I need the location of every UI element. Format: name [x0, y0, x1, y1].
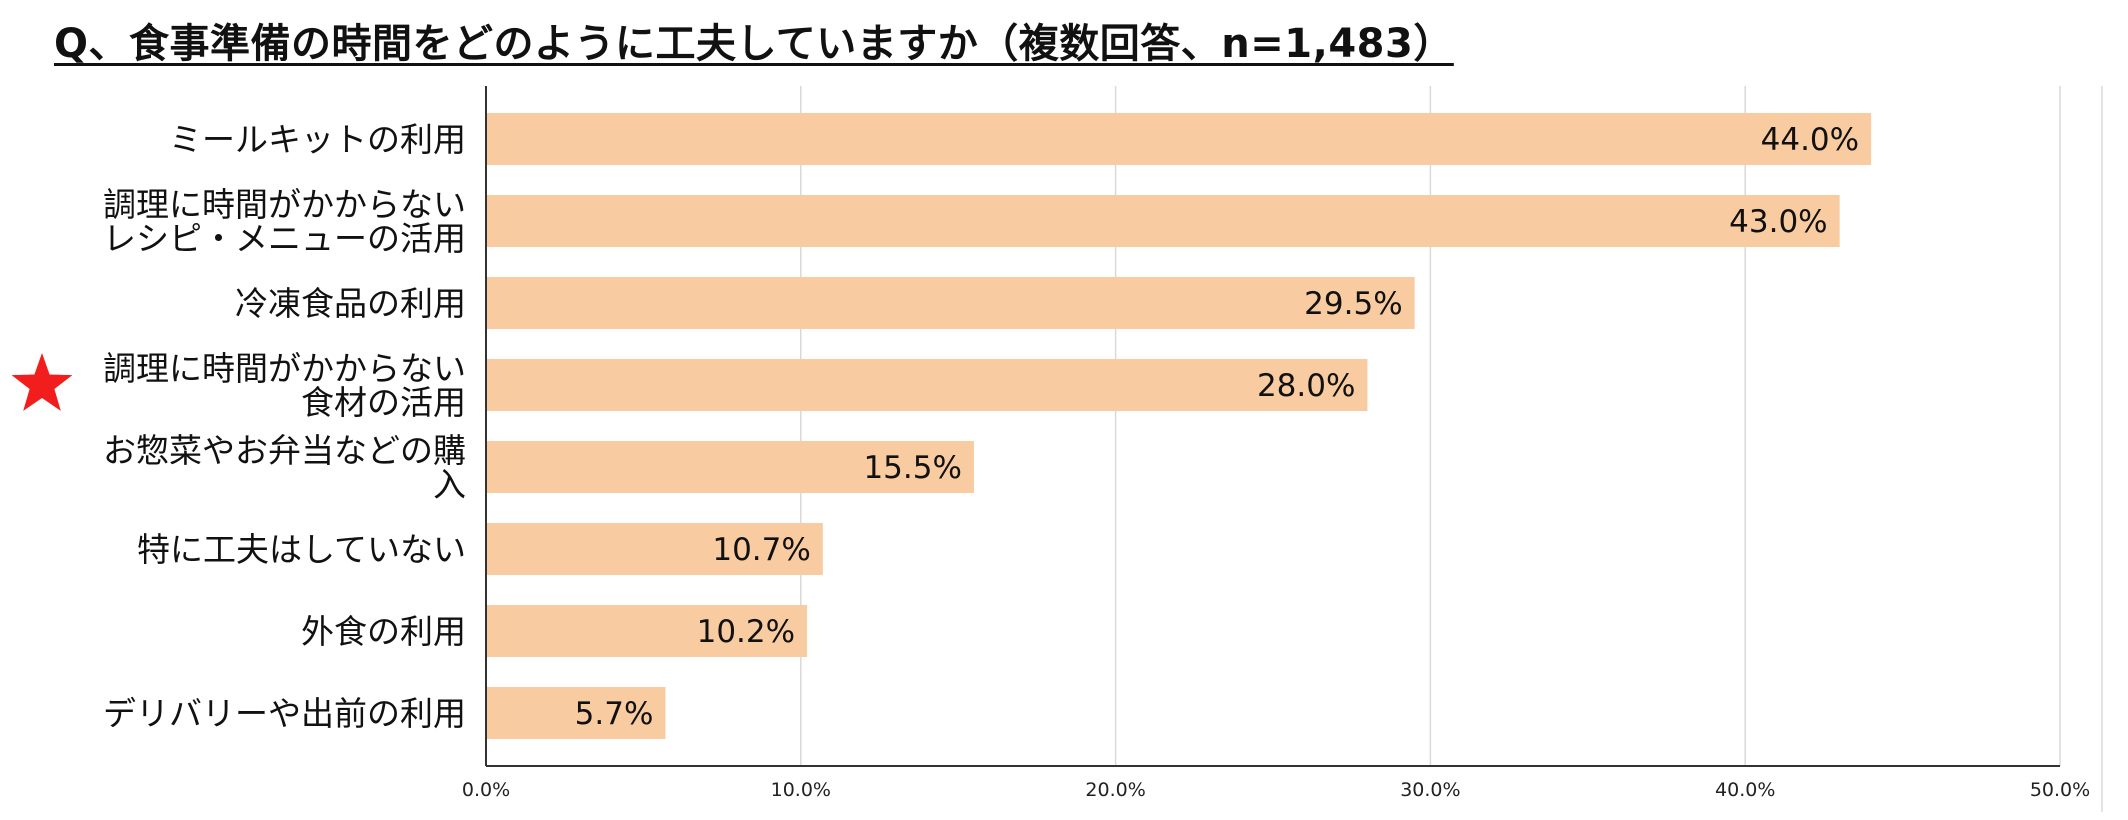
data-label: 10.2%: [697, 614, 795, 650]
category-label: レシピ・メニューの活用: [103, 219, 466, 258]
bar: [486, 441, 974, 493]
x-tick-label: 0.0%: [462, 779, 510, 801]
category-label: 特に工夫はしていない: [137, 530, 466, 569]
bar: [486, 195, 1840, 247]
bar: [486, 605, 808, 657]
category-label: 入: [433, 465, 466, 504]
category-label: 調理に時間がかからない: [103, 349, 466, 388]
category-label: お惣菜やお弁当などの購: [103, 431, 466, 470]
data-label: 15.5%: [863, 450, 961, 486]
data-label: 43.0%: [1729, 204, 1827, 240]
labels: 0.0% 10.0% 20.0% 30.0% 40.0% 50.0% 44.0% ミールキット…: [11, 120, 2090, 801]
bar: [486, 113, 1872, 165]
bars: [486, 113, 1872, 739]
x-tick-label: 30.0%: [1400, 779, 1460, 801]
bar: [486, 359, 1368, 411]
category-label: 外食の利用: [301, 612, 466, 651]
category-label: デリバリーや出前の利用: [103, 694, 466, 733]
category-label: 食材の活用: [301, 383, 466, 422]
gridlines: [800, 86, 2103, 812]
axes: [485, 86, 2060, 767]
x-tick-label: 20.0%: [1085, 779, 1145, 801]
x-tick-label: 10.0%: [771, 779, 831, 801]
bar: [486, 277, 1415, 329]
category-label: 調理に時間がかからない: [103, 185, 466, 224]
category-label: ミールキットの利用: [169, 120, 466, 159]
data-label: 5.7%: [575, 696, 654, 732]
data-label: 44.0%: [1761, 122, 1859, 158]
x-tick-label: 50.0%: [2030, 779, 2090, 801]
data-label: 29.5%: [1304, 286, 1402, 322]
category-label: 冷凍食品の利用: [235, 284, 466, 323]
chart-title: Q、食事準備の時間をどのように工夫していますか（複数回答、n=1,483）: [54, 21, 1454, 67]
bar: [486, 687, 666, 739]
data-label: 10.7%: [712, 532, 810, 568]
data-label: 28.0%: [1257, 368, 1355, 404]
bar: [486, 523, 823, 575]
x-tick-label: 40.0%: [1715, 779, 1775, 801]
star-icon: [11, 353, 73, 411]
